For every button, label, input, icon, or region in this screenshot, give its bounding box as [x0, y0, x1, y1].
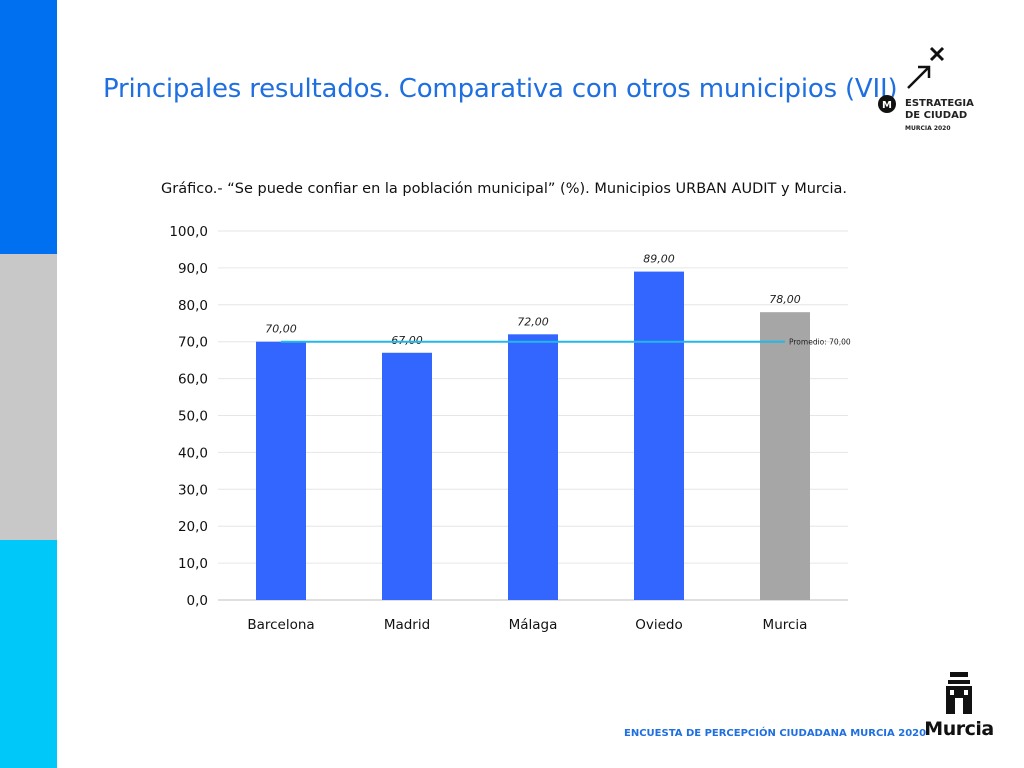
bar — [256, 341, 306, 600]
murcia-crest: Murcia — [924, 668, 994, 748]
chart-caption: Gráfico.- “Se puede confiar en la poblac… — [161, 181, 848, 197]
y-tick-label: 50,0 — [178, 409, 208, 425]
y-tick-label: 100,0 — [169, 224, 208, 240]
logo-line3: MURCIA 2020 — [905, 125, 951, 132]
bar — [382, 352, 432, 600]
estrategia-logo: M ESTRATEGIA DE CIUDAD MURCIA 2020 — [876, 40, 976, 140]
data-label: 78,00 — [769, 293, 801, 306]
side-bar-cyan — [0, 540, 57, 768]
bar — [634, 271, 684, 600]
x-tick-label: Madrid — [384, 617, 430, 633]
average-label: Promedio: 70,00 — [789, 338, 851, 347]
arrow-x-icon: M — [878, 46, 945, 113]
data-label: 70,00 — [265, 323, 297, 336]
side-bar-gray — [0, 254, 57, 540]
data-label: 89,00 — [643, 253, 675, 266]
logo-line1: ESTRATEGIA — [905, 98, 974, 109]
y-tick-label: 20,0 — [178, 519, 208, 535]
y-tick-label: 30,0 — [178, 482, 208, 498]
bar-chart: 0,0 10,0 20,0 30,0 40,0 50,0 60,0 70,0 80,0 90,0 1… — [169, 224, 851, 633]
y-tick-label: 0,0 — [187, 593, 208, 609]
x-tick-label: Murcia — [763, 617, 808, 633]
y-tick-label: 60,0 — [178, 372, 208, 388]
bar — [508, 334, 558, 600]
y-tick-label: 70,0 — [178, 335, 208, 351]
side-bar-blue — [0, 0, 57, 254]
y-tick-label: 90,0 — [178, 261, 208, 277]
logo-line2: DE CIUDAD — [905, 110, 968, 121]
x-tick-label: Barcelona — [247, 617, 314, 633]
y-tick-label: 40,0 — [178, 445, 208, 461]
logo-badge: M — [882, 100, 892, 111]
x-tick-label: Málaga — [509, 617, 558, 633]
bar — [760, 312, 810, 600]
castle-icon — [946, 672, 972, 714]
crest-label: Murcia — [924, 718, 994, 740]
slide-title: Principales resultados. Comparativa con … — [103, 74, 898, 104]
y-tick-label: 10,0 — [178, 556, 208, 572]
footer-text: ENCUESTA DE PERCEPCIÓN CIUDADANA MURCIA … — [624, 728, 927, 739]
data-label: 72,00 — [517, 315, 549, 328]
data-label: 67,00 — [391, 334, 423, 347]
x-tick-label: Oviedo — [635, 617, 683, 633]
y-tick-label: 80,0 — [178, 298, 208, 314]
